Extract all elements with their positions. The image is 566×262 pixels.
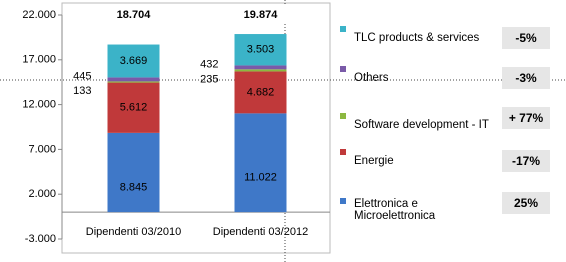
value-label: 8.845	[120, 181, 148, 193]
change-label: + 77%	[502, 107, 550, 129]
value-label: 235	[200, 73, 218, 85]
total-box	[228, 5, 293, 23]
value-label: 4.682	[247, 86, 275, 98]
y-tick-label: 17.000	[22, 54, 56, 66]
bar-segment	[234, 69, 287, 72]
legend-label: Software development - IT	[354, 119, 489, 131]
legend-item: Energie	[340, 145, 495, 177]
value-label: 11.022	[244, 172, 277, 184]
bar-segment	[107, 132, 160, 213]
legend-swatch	[340, 198, 346, 204]
total-label: 18.704	[117, 9, 152, 21]
value-label: 133	[73, 85, 91, 97]
plot-frame	[61, 2, 331, 254]
y-tick-label: 7.000	[28, 143, 56, 155]
change-label: -3%	[502, 67, 550, 89]
y-tick-label: 2.000	[28, 188, 56, 200]
legend-swatch	[340, 26, 346, 32]
y-tick-label: 12.000	[22, 99, 56, 111]
bar-segment	[107, 82, 160, 133]
y-tick-label: 22.000	[22, 9, 56, 21]
y-tick-label: -3.000	[25, 233, 56, 245]
legend-item: Software development - IT	[340, 109, 495, 141]
change-label: -17%	[502, 150, 550, 172]
total-box	[101, 5, 166, 23]
value-label: 5.612	[120, 102, 148, 114]
bar-segment	[107, 81, 160, 83]
total-label: 19.874	[244, 9, 279, 21]
legend-swatch	[340, 149, 346, 155]
bar-segment	[234, 65, 287, 70]
change-label: -5%	[502, 27, 550, 49]
value-label: 445	[73, 70, 91, 82]
bar-segment	[234, 71, 287, 114]
legend-label: Energie	[354, 155, 394, 167]
legend-item: TLC products & services	[340, 22, 495, 54]
legend-label: Others	[354, 72, 389, 84]
bar-segment	[234, 34, 287, 66]
legend-label: TLC products & services	[354, 32, 480, 44]
value-label: 3.503	[247, 44, 275, 56]
bar-segment	[234, 113, 287, 213]
value-label: 432	[200, 58, 218, 70]
bar-segment	[107, 44, 160, 78]
bar-segment	[107, 77, 160, 82]
value-label: 3.669	[120, 55, 148, 67]
legend-swatch	[340, 66, 346, 72]
x-tick-label: Dipendenti 03/2012	[213, 226, 308, 238]
x-tick-label: Dipendenti 03/2010	[86, 226, 181, 238]
legend-swatch	[340, 113, 346, 119]
legend-item: Elettronica e Microelettronica	[340, 194, 495, 226]
change-label: 25%	[502, 192, 550, 214]
legend-item: Others	[340, 62, 495, 94]
legend-label: Elettronica e Microelettronica	[354, 198, 436, 222]
